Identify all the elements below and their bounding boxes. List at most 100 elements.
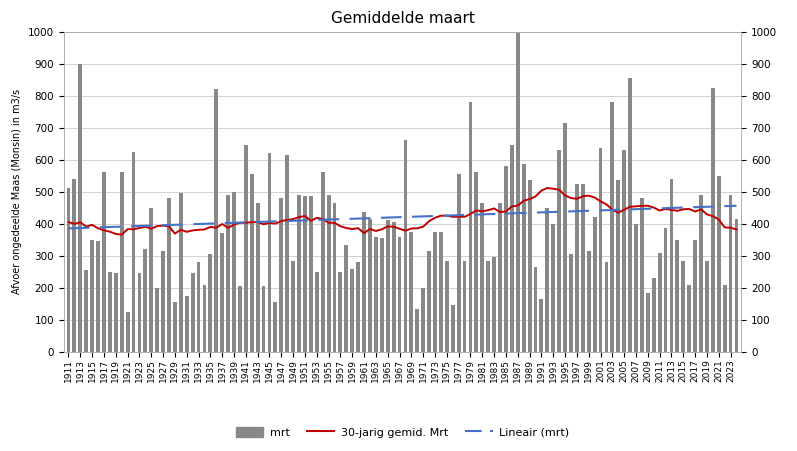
- Bar: [96, 241, 100, 352]
- Bar: [280, 198, 283, 352]
- Bar: [486, 261, 490, 352]
- Bar: [374, 236, 378, 352]
- Bar: [462, 261, 466, 352]
- Bar: [320, 172, 324, 352]
- Bar: [261, 286, 265, 352]
- Bar: [120, 172, 124, 352]
- Bar: [581, 184, 585, 352]
- Bar: [474, 172, 478, 352]
- Bar: [687, 285, 691, 352]
- Bar: [528, 180, 532, 352]
- Bar: [126, 312, 130, 352]
- Bar: [522, 165, 525, 352]
- Bar: [78, 64, 82, 352]
- Bar: [664, 229, 667, 352]
- Bar: [611, 102, 614, 352]
- Legend: mrt, 30-jarig gemid. Mrt, Lineair (mrt): mrt, 30-jarig gemid. Mrt, Lineair (mrt): [231, 423, 574, 442]
- Bar: [391, 222, 395, 352]
- Title: Gemiddelde maart: Gemiddelde maart: [331, 11, 474, 26]
- Bar: [439, 232, 443, 352]
- Bar: [114, 273, 118, 352]
- Bar: [540, 299, 544, 352]
- Bar: [226, 195, 230, 352]
- Bar: [587, 251, 591, 352]
- Bar: [604, 262, 608, 352]
- Bar: [220, 233, 224, 352]
- Bar: [735, 219, 738, 352]
- Bar: [291, 261, 295, 352]
- Bar: [190, 273, 194, 352]
- Bar: [356, 262, 360, 352]
- Bar: [179, 193, 183, 352]
- Bar: [155, 288, 159, 352]
- Bar: [622, 150, 626, 352]
- Bar: [575, 184, 579, 352]
- Bar: [403, 140, 407, 352]
- Bar: [173, 302, 177, 352]
- Bar: [457, 174, 461, 352]
- Bar: [167, 198, 171, 352]
- Bar: [569, 254, 573, 352]
- Bar: [309, 197, 312, 352]
- Bar: [249, 174, 253, 352]
- Bar: [268, 153, 272, 352]
- Bar: [161, 251, 165, 352]
- Bar: [362, 212, 366, 352]
- Bar: [628, 78, 632, 352]
- Bar: [634, 224, 638, 352]
- Bar: [339, 272, 343, 352]
- Bar: [433, 232, 437, 352]
- Bar: [232, 192, 236, 352]
- Bar: [415, 308, 419, 352]
- Bar: [138, 273, 141, 352]
- Bar: [149, 207, 153, 352]
- Bar: [143, 249, 147, 352]
- Bar: [327, 195, 331, 352]
- Bar: [711, 87, 715, 352]
- Bar: [185, 296, 189, 352]
- Bar: [705, 261, 709, 352]
- Bar: [557, 150, 561, 352]
- Bar: [563, 123, 567, 352]
- Bar: [344, 244, 348, 352]
- Bar: [108, 272, 112, 352]
- Bar: [285, 155, 289, 352]
- Bar: [675, 240, 679, 352]
- Bar: [410, 232, 414, 352]
- Bar: [545, 207, 549, 352]
- Bar: [202, 285, 206, 352]
- Bar: [658, 253, 662, 352]
- Bar: [498, 203, 502, 352]
- Bar: [209, 254, 212, 352]
- Bar: [504, 166, 508, 352]
- Bar: [599, 148, 603, 352]
- Bar: [533, 267, 537, 352]
- Bar: [84, 270, 88, 352]
- Bar: [616, 180, 620, 352]
- Bar: [315, 272, 319, 352]
- Bar: [351, 268, 354, 352]
- Bar: [67, 189, 70, 352]
- Y-axis label: Afvoer ongedeelde Maas (Monsin) in m3/s: Afvoer ongedeelde Maas (Monsin) in m3/s: [13, 89, 22, 294]
- Bar: [368, 219, 372, 352]
- Bar: [593, 217, 596, 352]
- Bar: [422, 288, 425, 352]
- Bar: [332, 203, 336, 352]
- Bar: [445, 261, 449, 352]
- Bar: [652, 278, 656, 352]
- Bar: [303, 197, 307, 352]
- Bar: [646, 293, 650, 352]
- Bar: [481, 203, 485, 352]
- Bar: [214, 89, 218, 352]
- Bar: [728, 195, 732, 352]
- Bar: [699, 195, 703, 352]
- Bar: [90, 240, 94, 352]
- Bar: [510, 145, 514, 352]
- Bar: [197, 262, 201, 352]
- Bar: [552, 224, 556, 352]
- Bar: [132, 152, 135, 352]
- Bar: [516, 33, 520, 352]
- Bar: [380, 238, 383, 352]
- Bar: [297, 195, 301, 352]
- Bar: [669, 179, 673, 352]
